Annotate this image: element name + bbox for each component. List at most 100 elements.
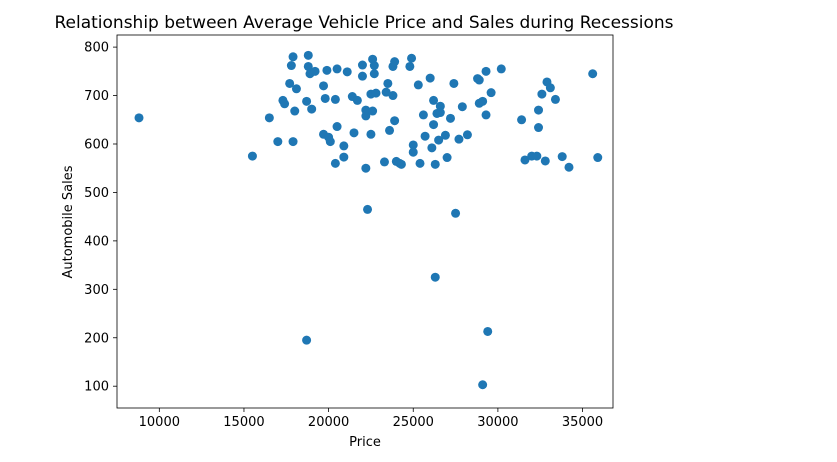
scatter-point <box>454 134 464 144</box>
scatter-point <box>496 64 506 74</box>
scatter-point <box>474 75 484 85</box>
scatter-point <box>361 163 371 173</box>
scatter-point <box>593 153 603 163</box>
scatter-point <box>427 143 437 153</box>
scatter-point <box>420 131 430 141</box>
scatter-point <box>363 204 373 214</box>
scatter-point <box>537 89 547 99</box>
scatter-point <box>322 65 332 75</box>
scatter-point <box>451 208 461 218</box>
scatter-point <box>302 96 312 106</box>
plot-area <box>116 34 614 409</box>
y-tick-label: 400 <box>84 234 109 249</box>
scatter-point <box>445 113 455 123</box>
scatter-point <box>435 108 445 118</box>
scatter-point <box>247 151 257 161</box>
scatter-point <box>407 53 417 63</box>
scatter-point <box>290 106 300 116</box>
x-tick-label: 30000 <box>477 415 518 430</box>
scatter-point <box>481 66 491 76</box>
chart-title: Relationship between Average Vehicle Pri… <box>54 13 673 33</box>
scatter-point <box>462 130 472 140</box>
scatter-point <box>303 50 313 60</box>
scatter-point <box>545 83 555 93</box>
scatter-point <box>357 71 367 81</box>
scatter-point <box>550 94 560 104</box>
scatter-point <box>478 380 488 390</box>
scatter-point <box>352 95 362 105</box>
scatter-point <box>385 125 395 135</box>
scatter-point <box>540 156 550 166</box>
y-axis-label: Automobile Sales <box>61 165 76 278</box>
scatter-point <box>330 158 340 168</box>
scatter-point <box>325 137 335 147</box>
scatter-point <box>303 61 313 71</box>
scatter-point <box>339 141 349 151</box>
scatter-point <box>291 84 301 94</box>
axis-ticks: 10000 15000 20000 25000 30000 35000 100 200 300 4… <box>84 41 603 430</box>
scatter-point <box>418 110 428 120</box>
scatter-point <box>483 326 493 336</box>
scatter-point <box>413 80 423 90</box>
scatter-point <box>557 152 567 162</box>
scatter-point <box>429 120 439 130</box>
scatter-point <box>366 129 376 139</box>
scatter-point <box>368 106 378 116</box>
scatter-point <box>517 115 527 125</box>
scatter-point <box>357 60 367 70</box>
scatter-point <box>457 102 467 112</box>
x-tick-label: 35000 <box>562 415 603 430</box>
y-tick-label: 200 <box>84 331 109 346</box>
y-tick-label: 700 <box>84 89 109 104</box>
scatter-point <box>532 151 542 161</box>
scatter-point <box>361 105 371 115</box>
scatter-point <box>379 157 389 167</box>
scatter-point <box>383 78 393 88</box>
scatter-point <box>330 94 340 104</box>
scatter-point <box>425 73 435 83</box>
scatter-point <box>430 159 440 169</box>
scatter-point <box>264 113 274 123</box>
scatter-point <box>390 116 400 126</box>
x-tick-label: 20000 <box>308 415 349 430</box>
scatter-point <box>302 335 312 345</box>
scatter-point <box>320 93 330 103</box>
scatter-point <box>342 67 352 77</box>
scatter-point <box>339 152 349 162</box>
scatter-point <box>534 105 544 115</box>
scatter-point <box>369 69 379 79</box>
scatter-point <box>319 81 329 91</box>
scatter-point <box>371 88 381 98</box>
scatter-point <box>273 137 283 147</box>
scatter-point <box>430 272 440 282</box>
y-tick-label: 500 <box>84 186 109 201</box>
scatter-point <box>349 128 359 138</box>
scatter-point <box>285 78 295 88</box>
scatter-point <box>396 159 406 169</box>
scatter-point <box>307 104 317 114</box>
scatter-point <box>534 123 544 133</box>
scatter-point <box>390 57 400 67</box>
scatter-point <box>134 113 144 123</box>
y-tick-label: 100 <box>84 380 109 395</box>
scatter-point <box>429 95 439 105</box>
scatter-point <box>408 147 418 157</box>
scatter-point <box>434 135 444 145</box>
scatter-point <box>381 87 391 97</box>
scatter-point <box>286 61 296 71</box>
scatter-point <box>481 110 491 120</box>
scatter-point <box>449 78 459 88</box>
scatter-point <box>388 91 398 101</box>
scatter-point <box>288 52 298 62</box>
scatter-point <box>415 158 425 168</box>
scatter-point <box>310 66 320 76</box>
data-points <box>134 50 603 390</box>
scatter-point <box>588 69 598 79</box>
scatter-point <box>280 99 290 109</box>
scatter-point <box>564 162 574 172</box>
x-axis-label: Price <box>349 435 381 450</box>
scatter-point <box>332 64 342 74</box>
scatter-point <box>440 130 450 140</box>
